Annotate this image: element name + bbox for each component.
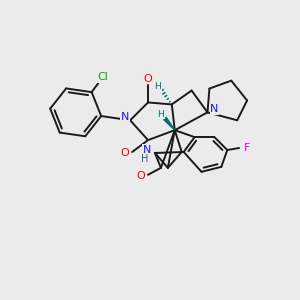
Text: N: N xyxy=(121,112,129,122)
Text: N: N xyxy=(143,145,151,155)
Text: N: N xyxy=(210,104,219,114)
Text: F: F xyxy=(244,143,250,153)
Text: O: O xyxy=(121,148,130,158)
Text: O: O xyxy=(137,171,146,181)
Text: H: H xyxy=(158,110,164,119)
Text: Cl: Cl xyxy=(98,72,109,82)
Polygon shape xyxy=(164,117,175,130)
Text: H: H xyxy=(154,82,161,91)
Text: O: O xyxy=(144,74,152,84)
Text: H: H xyxy=(141,154,149,164)
